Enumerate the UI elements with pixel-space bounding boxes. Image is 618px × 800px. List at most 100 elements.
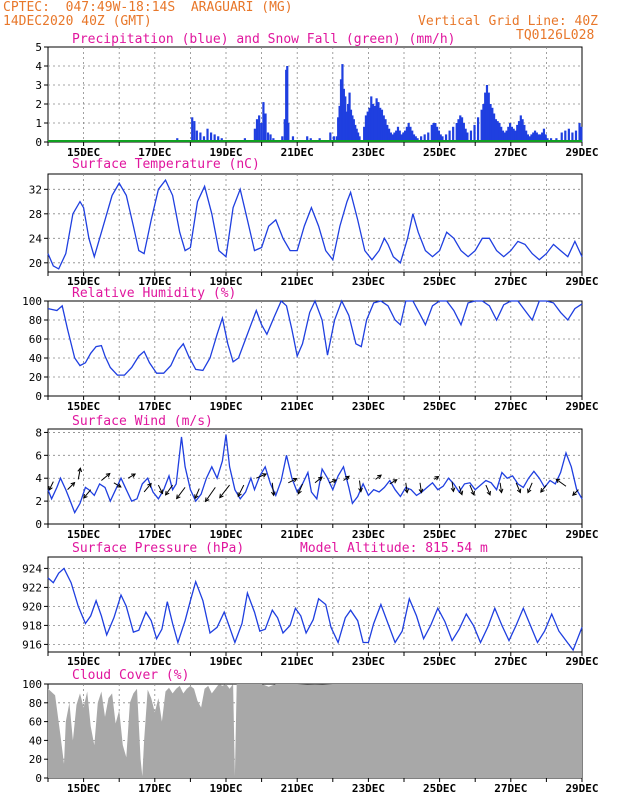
wind-arrow	[540, 484, 547, 493]
wind-arrow	[314, 476, 323, 484]
precip-bar	[283, 119, 286, 142]
precip-bar	[460, 117, 464, 142]
station-title: CPTEC: 047:49W-18:14S ARAGUARI (MG)	[3, 0, 293, 15]
precip-bar	[363, 126, 366, 142]
precip-bar	[444, 134, 448, 142]
precip-bar	[395, 130, 398, 142]
precip-panel: 0 1 2 3 4 5 15DEC 17DEC 19DEC 21DEC 23DEC 25DEC 27DE…	[35, 32, 598, 159]
wind-xtick-label: 15DEC	[67, 528, 100, 541]
pressure-xtick-label: 21DEC	[281, 655, 314, 668]
precip-bar	[349, 109, 353, 142]
precip-bar	[528, 136, 531, 142]
precip-bar	[521, 119, 524, 142]
precip-bar	[382, 115, 385, 142]
wind-arrow-head	[404, 488, 410, 494]
rh-xtick-label: 19DEC	[209, 400, 242, 413]
precip-bar	[469, 130, 473, 142]
precip-bar	[452, 126, 455, 142]
precip-bar	[535, 132, 538, 142]
precip-xtick-label: 25DEC	[423, 146, 456, 159]
precip-bar	[264, 113, 267, 142]
run-date: 14DEC2020 40Z (GMT)	[3, 14, 152, 29]
wind-arrow	[458, 486, 463, 495]
wind-arrow	[113, 482, 122, 488]
precip-bar	[411, 130, 414, 142]
temp-xtick-label: 25DEC	[423, 275, 456, 288]
precip-bar	[578, 123, 581, 142]
wind-arrow-head	[262, 473, 268, 478]
precip-bar	[574, 130, 578, 142]
wind-xtick-label: 21DEC	[281, 528, 314, 541]
pressure-ytick-label: 922	[22, 581, 42, 594]
wind-arrow	[572, 489, 579, 496]
precip-bar	[199, 132, 202, 142]
precip-bar	[571, 132, 574, 142]
precip-bar	[335, 136, 338, 142]
cloud-ytick-label: 80	[29, 697, 42, 710]
wind-arrow	[343, 475, 350, 481]
precip-bar	[352, 119, 355, 142]
precip-bar	[455, 123, 458, 142]
precip-bar	[375, 98, 378, 142]
precip-bar	[202, 136, 206, 142]
precip-bar	[262, 102, 265, 142]
precip-bar	[344, 96, 347, 142]
wind-arrow-head	[392, 479, 398, 484]
wind-arrow	[143, 483, 152, 493]
pressure-ytick-label: 920	[22, 600, 42, 613]
wind-arrow	[83, 489, 92, 499]
rh-ytick-label: 60	[29, 333, 42, 346]
chart-header: CPTEC: 047:49W-18:14S ARAGUARI (MG) 14DE…	[0, 0, 618, 43]
precip-ytick-label: 4	[35, 60, 42, 73]
wind-arrow-head	[358, 487, 363, 493]
precip-bar	[480, 109, 483, 142]
precip-bar	[430, 124, 433, 142]
temp-xtick-label: 17DEC	[138, 275, 171, 288]
precip-bar	[489, 104, 492, 142]
precip-bar	[341, 64, 344, 142]
precip-bar	[542, 128, 546, 142]
wind-arrow	[165, 484, 174, 496]
precip-bar	[509, 123, 512, 142]
cloud-xtick-label: 21DEC	[281, 782, 314, 795]
rh-ytick-label: 40	[29, 352, 42, 365]
precip-bar	[560, 132, 563, 142]
precip-bar	[485, 85, 489, 142]
precip-bar	[459, 115, 462, 142]
wind-arrow	[389, 479, 398, 485]
precip-bar	[580, 126, 583, 142]
precip-xtick-label: 17DEC	[138, 146, 171, 159]
precip-bar	[191, 117, 194, 142]
wind-arrow-head	[498, 488, 504, 494]
wind-arrow	[77, 468, 81, 480]
precip-bar	[387, 128, 391, 142]
wind-arrow-head	[297, 489, 302, 495]
cloud-panel: 0 20 40 60 80 100 15DEC 17DEC 19DEC 21DEC 23DEC 25D…	[22, 668, 598, 795]
rh-xtick-label: 17DEC	[138, 400, 171, 413]
model-code: TQ0126L028	[516, 28, 595, 43]
wind-arrow-head	[540, 488, 545, 493]
wind-arrow-head	[176, 494, 181, 500]
wind-arrow	[157, 484, 164, 494]
precip-bar	[409, 126, 412, 142]
wind-arrow	[359, 480, 362, 492]
temp-ytick-label: 28	[29, 208, 42, 221]
precip-bar	[466, 132, 469, 142]
precip-bar	[457, 119, 460, 142]
wind-arrow	[101, 473, 111, 481]
precip-bar	[266, 132, 270, 142]
precip-bar	[258, 115, 261, 142]
precip-bar	[541, 132, 544, 142]
wind-arrow	[515, 482, 521, 493]
precip-bar	[544, 134, 547, 142]
cloud-title: Cloud Cover (%)	[72, 668, 189, 683]
precip-bar	[260, 123, 263, 142]
precip-bar	[519, 115, 522, 142]
wind-arrow-head	[555, 478, 561, 484]
wind-arrow-head	[470, 490, 475, 496]
precip-bar	[498, 123, 501, 142]
precip-bar	[213, 134, 216, 142]
precip-bar	[436, 126, 439, 142]
precip-bar	[332, 136, 335, 142]
